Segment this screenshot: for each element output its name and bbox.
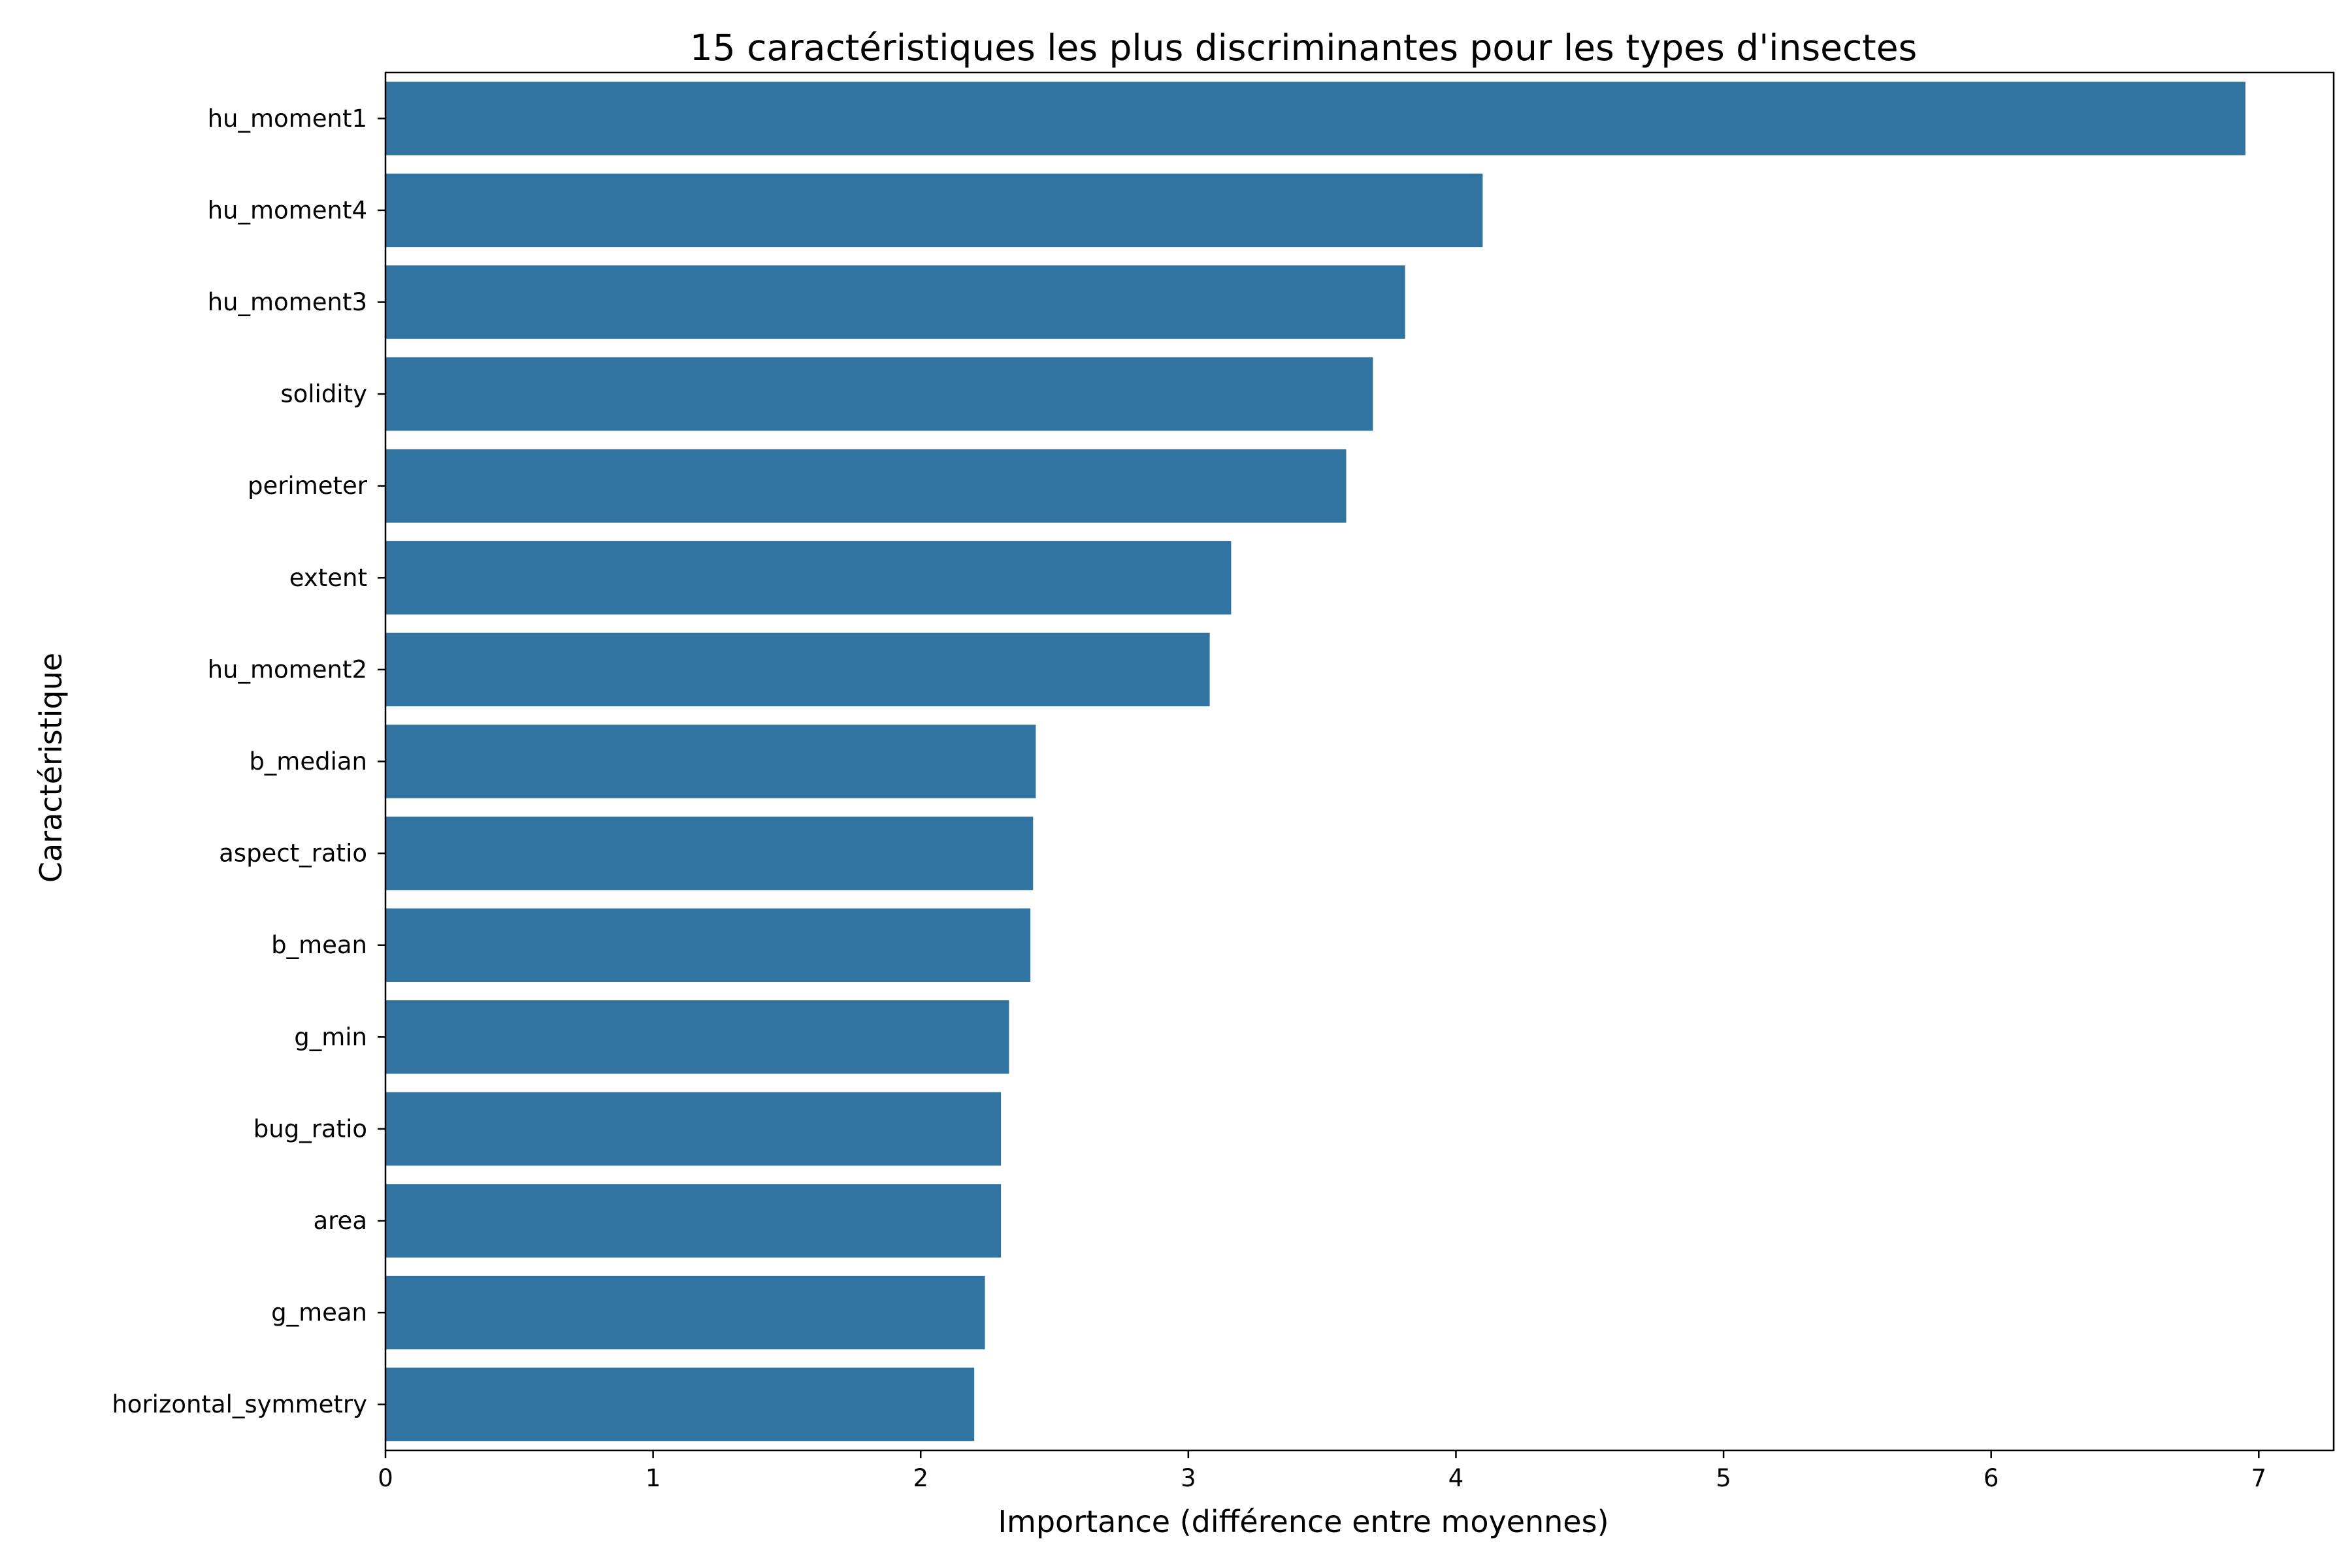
y-tick-label: hu_moment1 bbox=[208, 105, 367, 133]
bar-hu-moment3 bbox=[385, 265, 1405, 339]
x-tick-label: 6 bbox=[1984, 1464, 1999, 1492]
y-tick-label: aspect_ratio bbox=[219, 840, 367, 868]
y-tick-label: area bbox=[313, 1207, 367, 1235]
x-tick-label: 4 bbox=[1448, 1464, 1464, 1492]
x-tick-label: 0 bbox=[378, 1464, 393, 1492]
bar-bug-ratio bbox=[385, 1092, 1002, 1166]
y-tick-label: extent bbox=[289, 564, 367, 592]
bar-hu-moment4 bbox=[385, 173, 1483, 248]
y-tick-label: hu_moment2 bbox=[208, 655, 367, 683]
y-tick-label: b_mean bbox=[271, 931, 367, 959]
y-tick-label: g_min bbox=[294, 1023, 367, 1051]
bar-group bbox=[385, 82, 2246, 1441]
y-axis-label: Caractéristique bbox=[33, 653, 69, 883]
x-tick-label: 3 bbox=[1181, 1464, 1196, 1492]
x-tick-label: 1 bbox=[645, 1464, 661, 1492]
bar-hu-moment2 bbox=[385, 632, 1210, 707]
bar-extent bbox=[385, 541, 1232, 615]
y-tick-label: g_mean bbox=[271, 1299, 367, 1327]
bar-b-median bbox=[385, 725, 1036, 798]
x-tick-label: 7 bbox=[2251, 1464, 2267, 1492]
y-tick-label: perimeter bbox=[248, 472, 368, 500]
bar-g-min bbox=[385, 1000, 1009, 1074]
y-axis: hu_moment1 hu_moment4 hu_moment3 solidity pe… bbox=[112, 105, 385, 1418]
y-tick-label: solidity bbox=[280, 380, 367, 408]
bar-area bbox=[385, 1184, 1002, 1258]
y-tick-label: hu_moment3 bbox=[208, 288, 367, 316]
x-tick-label: 5 bbox=[1716, 1464, 1731, 1492]
bar-aspect-ratio bbox=[385, 816, 1034, 890]
x-tick-label: 2 bbox=[913, 1464, 928, 1492]
bar-solidity bbox=[385, 357, 1373, 431]
chart-title: 15 caractéristiques les plus discriminan… bbox=[690, 27, 1918, 69]
y-tick-label: horizontal_symmetry bbox=[112, 1390, 367, 1418]
y-tick-label: bug_ratio bbox=[253, 1115, 367, 1143]
bar-perimeter bbox=[385, 449, 1347, 523]
x-axis-label: Importance (différence entre moyennes) bbox=[998, 1504, 1609, 1539]
bar-horizontal-symmetry bbox=[385, 1367, 975, 1441]
bar-hu-moment1 bbox=[385, 82, 2246, 155]
x-axis: 0 1 2 3 4 5 6 7 bbox=[378, 1450, 2266, 1492]
y-tick-label: hu_moment4 bbox=[208, 196, 367, 224]
plot-frame bbox=[384, 71, 2335, 1452]
bar-b-mean bbox=[385, 908, 1031, 982]
y-tick-label: b_median bbox=[249, 747, 367, 776]
bar-g-mean bbox=[385, 1275, 985, 1350]
